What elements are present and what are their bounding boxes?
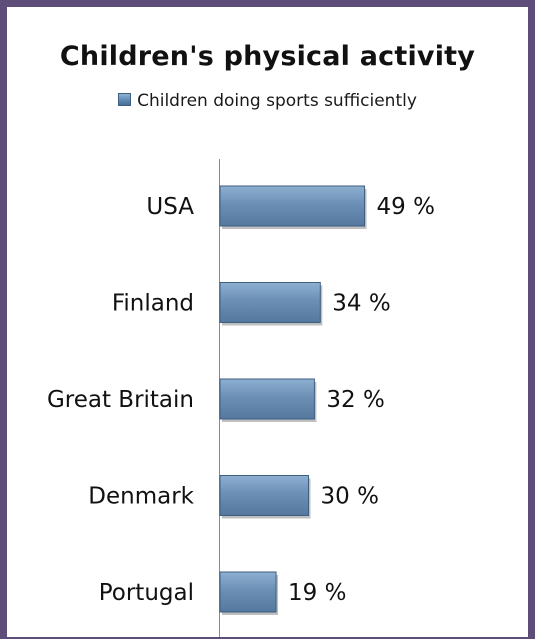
bar-denmark (219, 475, 309, 516)
category-label: Great Britain (47, 387, 194, 413)
chart-title: Children's physical activity (59, 41, 476, 72)
legend: Children doing sports sufficiently (7, 91, 528, 111)
category-label: Portugal (99, 580, 194, 606)
bar-great-britain (219, 378, 315, 420)
category-label: Denmark (88, 484, 194, 510)
value-label: 34 % (332, 291, 390, 317)
bar-plot: USA 49 % Finland 34 % Great Britain 32 % Denma… (47, 159, 435, 637)
category-label: USA (146, 194, 194, 220)
bar-usa (219, 185, 366, 227)
bars-group: USA 49 % Finland 34 % Great Britain 32 % Denma… (47, 185, 435, 615)
value-label: 30 % (321, 484, 379, 510)
bar-portugal (219, 571, 277, 613)
bar-finland (219, 282, 321, 323)
value-label: 19 % (288, 580, 346, 606)
value-label: 32 % (326, 387, 384, 413)
category-label: Finland (112, 291, 194, 317)
value-label: 49 % (377, 194, 435, 220)
legend-swatch (118, 93, 132, 106)
legend-label: Children doing sports sufficiently (137, 91, 417, 111)
